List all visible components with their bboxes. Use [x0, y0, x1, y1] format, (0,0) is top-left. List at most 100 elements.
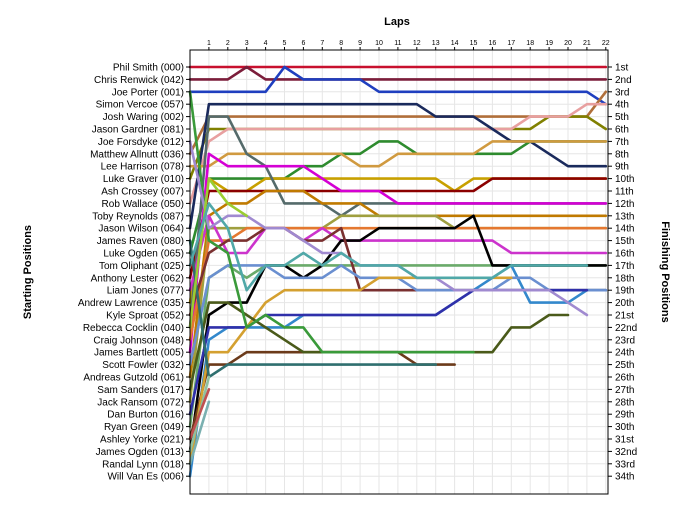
lap-tick-label: 6 [301, 40, 305, 47]
starting-position-label: James Raven (080) [97, 236, 184, 247]
lap-tick-label: 11 [394, 40, 401, 47]
finishing-position-label: 19th [615, 286, 634, 297]
starting-position-label: Lee Harrison (078) [101, 162, 184, 173]
finishing-position-label: 6th [615, 125, 629, 136]
lap-tick-label: 7 [320, 40, 324, 47]
starting-position-label: Will Van Es (006) [107, 472, 184, 483]
finishing-position-label: 30th [615, 422, 634, 433]
series-line-9 [188, 140, 608, 168]
starting-position-label: Anthony Lester (062) [91, 273, 184, 284]
finishing-position-label: 22nd [615, 323, 637, 334]
series-line-11 [188, 177, 608, 280]
finishing-position-label: 8th [615, 149, 629, 160]
finishing-position-label: 11th [615, 187, 634, 198]
starting-position-label: Dan Burton (016) [107, 410, 184, 421]
lap-tick-label: 1 [207, 40, 211, 47]
starting-position-label: Rob Wallace (050) [102, 199, 184, 210]
finishing-position-label: 26th [615, 373, 634, 384]
starting-position-label: Kyle Sproat (052) [106, 311, 184, 322]
finishing-position-label: 2nd [615, 75, 632, 86]
lap-tick-label: 8 [339, 40, 343, 47]
lap-tick-label: 22 [602, 40, 610, 47]
finishing-position-label: 20th [615, 298, 634, 309]
finishing-position-label: 29th [615, 410, 634, 421]
starting-position-label: Chris Renwick (042) [94, 75, 184, 86]
lap-tick-label: 20 [564, 40, 572, 47]
starting-position-label: Matthew Allnutt (036) [90, 149, 184, 160]
series-line-13 [188, 152, 608, 354]
series-lines [188, 65, 608, 478]
finishing-position-label: 17th [615, 261, 634, 272]
finishing-position-label: 3rd [615, 87, 629, 98]
series-line-25 [188, 276, 513, 466]
finishing-position-label: 5th [615, 112, 629, 123]
starting-position-label: Toby Reynolds (087) [92, 211, 184, 222]
starting-position-label: Luke Ogden (065) [103, 249, 184, 260]
finishing-position-label: 15th [615, 236, 634, 247]
starting-position-label: Sam Sanders (017) [97, 385, 184, 396]
lap-tick-label: 15 [470, 40, 478, 47]
lap-tick-label: 21 [583, 40, 591, 47]
finishing-position-label: 4th [615, 100, 629, 111]
starting-position-label: Luke Graver (010) [103, 174, 184, 185]
lap-tick-label: 16 [489, 40, 497, 47]
series-line-2 [188, 65, 608, 81]
starting-position-label: Andreas Gutzold (061) [83, 373, 184, 384]
finishing-position-label: 24th [615, 348, 634, 359]
starting-position-label: Jason Wilson (064) [98, 224, 184, 235]
finishing-position-label: 27th [615, 385, 634, 396]
finishing-position-label: 23rd [615, 335, 635, 346]
tick-labels: Phil Smith (000) 1st Chris Renwick (042) 2n… [78, 40, 637, 483]
series-line-27 [188, 90, 475, 354]
finishing-position-label: 7th [615, 137, 629, 148]
finishing-position-label: 25th [615, 360, 634, 371]
finishing-position-label: 1st [615, 63, 629, 74]
lap-tick-label: 19 [545, 40, 553, 47]
lap-tick-label: 17 [507, 40, 515, 47]
series-line-7 [188, 102, 608, 230]
starting-position-label: Randal Lynn (018) [102, 459, 184, 470]
starting-position-label: Joe Porter (001) [112, 87, 184, 98]
finishing-position-label: 13th [615, 211, 634, 222]
finishing-position-label: 12th [615, 199, 634, 210]
finishing-position-label: 10th [615, 174, 634, 185]
lap-tick-label: 14 [451, 40, 459, 47]
series-line-17 [188, 214, 608, 292]
starting-position-label: James Ogden (013) [96, 447, 184, 458]
starting-position-label: Phil Smith (000) [113, 63, 184, 74]
series-line-31 [188, 202, 589, 292]
finishing-position-label: 33rd [615, 459, 635, 470]
starting-position-label: Jason Gardner (081) [92, 125, 184, 136]
lap-tick-label: 2 [226, 40, 230, 47]
lap-tick-label: 18 [526, 40, 534, 47]
finishing-position-label: 32nd [615, 447, 637, 458]
series-line-6 [188, 102, 608, 205]
finishing-position-label: 9th [615, 162, 629, 173]
series-line-3 [188, 65, 608, 106]
finishing-position-label: 28th [615, 397, 634, 408]
plot-frame [189, 49, 609, 495]
finishing-position-label: 18th [615, 273, 634, 284]
starting-position-label: Josh Waring (002) [103, 112, 184, 123]
finishing-position-label: 16th [615, 249, 634, 260]
starting-position-label: Andrew Lawrence (035) [78, 298, 184, 309]
starting-position-label: Craig Johnson (048) [93, 335, 184, 346]
starting-position-label: James Bartlett (005) [94, 348, 184, 359]
starting-position-label: Liam Jones (077) [107, 286, 184, 297]
starting-position-label: Rebecca Cocklin (040) [83, 323, 184, 334]
starting-position-label: Jack Ransom (072) [97, 397, 184, 408]
series-line-30 [188, 177, 248, 329]
starting-position-label: Ash Crossey (007) [101, 187, 184, 198]
finishing-position-label: 31st [615, 435, 634, 446]
starting-position-label: Simon Vercoe (057) [96, 100, 184, 111]
starting-position-label: Ashley Yorke (021) [100, 435, 184, 446]
starting-position-label: Scott Fowler (032) [102, 360, 184, 371]
lap-tick-label: 5 [283, 40, 287, 47]
finishing-position-label: 21st [615, 311, 634, 322]
finishing-position-label: 14th [615, 224, 634, 235]
starting-position-label: Joe Forsdyke (012) [98, 137, 184, 148]
chart-title: Laps [384, 16, 410, 28]
y-axis-label-right: Finishing Positions [659, 221, 671, 322]
